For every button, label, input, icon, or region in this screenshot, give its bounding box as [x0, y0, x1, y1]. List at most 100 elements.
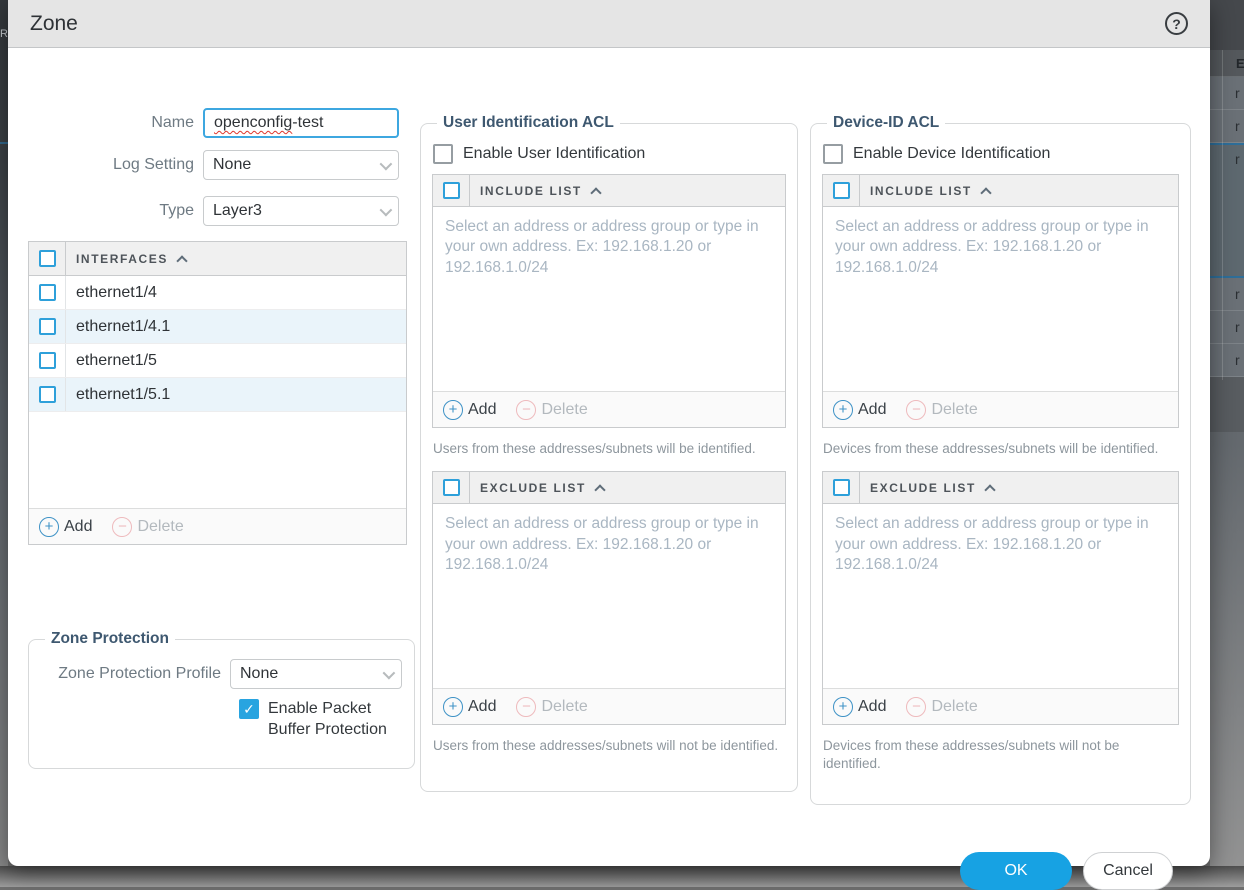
cancel-button[interactable]: Cancel — [1083, 852, 1173, 890]
device-id-acl-section: Device-ID ACL Enable Device Identificati… — [810, 114, 1191, 805]
user-identification-acl-section: User Identification ACL Enable User Iden… — [420, 114, 798, 792]
device-include-note: Devices from these addresses/subnets wil… — [823, 441, 1159, 456]
log-setting-select[interactable]: None — [203, 150, 399, 180]
background-bottom-fragment — [0, 866, 1244, 887]
background-left-fragment: RT — [0, 0, 8, 887]
name-input[interactable]: openconfig-test — [203, 108, 399, 138]
include-list-placeholder[interactable]: Select an address or address group or ty… — [835, 218, 1149, 276]
packet-buffer-protection-label: Enable Packet Buffer Protection — [268, 700, 387, 738]
table-row[interactable]: ethernet1/4.1 — [29, 310, 406, 344]
add-button[interactable]: + Add — [443, 399, 496, 420]
delete-button[interactable]: − Delete — [516, 399, 588, 420]
type-value: Layer3 — [213, 202, 262, 219]
checkmark-icon: ✓ — [243, 700, 255, 717]
device-acl-legend: Device-ID ACL — [833, 114, 940, 131]
table-row[interactable]: ethernet1/5 — [29, 344, 406, 378]
background-table-row: r — [1210, 344, 1244, 377]
sort-ascending-icon[interactable] — [984, 484, 996, 496]
type-row: Type Layer3 — [8, 196, 408, 226]
background-table-top — [1210, 0, 1244, 50]
interfaces-table-header: INTERFACES — [29, 242, 406, 276]
include-list-header: INCLUDE LIST — [480, 183, 582, 198]
user-include-note: Users from these addresses/subnets will … — [433, 441, 756, 456]
table-row[interactable]: ethernet1/4 — [29, 276, 406, 310]
add-icon: + — [833, 696, 853, 717]
background-left-text: RT — [0, 28, 8, 40]
background-left-divider — [0, 142, 8, 144]
interface-row-checkbox[interactable] — [38, 352, 56, 369]
ok-button[interactable]: OK — [960, 852, 1072, 890]
background-table-row: r — [1210, 278, 1244, 311]
type-label: Type — [159, 202, 194, 219]
zone-dialog: Zone ? Name openconfig-test Log Setting … — [8, 0, 1210, 890]
exclude-list-placeholder[interactable]: Select an address or address group or ty… — [445, 515, 759, 574]
delete-icon: − — [906, 696, 927, 717]
interface-name: ethernet1/4.1 — [76, 317, 171, 335]
background-table-fragment: E r r r r r r — [1210, 0, 1244, 887]
chevron-down-icon — [379, 203, 393, 216]
dialog-body: Name openconfig-test Log Setting None Ty… — [8, 48, 1210, 890]
user-include-list-table: INCLUDE LIST Select an address or addres… — [432, 174, 786, 428]
sort-ascending-icon[interactable] — [980, 186, 992, 199]
delete-button[interactable]: − Delete — [516, 696, 588, 717]
chevron-down-icon — [379, 157, 393, 170]
interfaces-column-header: INTERFACES — [76, 251, 169, 266]
dialog-title: Zone — [30, 11, 78, 35]
delete-interface-button[interactable]: − Delete — [112, 516, 184, 537]
add-button[interactable]: + Add — [833, 696, 886, 717]
enable-user-identification-checkbox[interactable] — [433, 144, 453, 164]
name-value-misspelled: openconfig — [214, 114, 293, 131]
delete-icon: − — [516, 399, 537, 420]
user-exclude-note: Users from these addresses/subnets will … — [433, 738, 779, 754]
device-exclude-note: Devices from these addresses/subnets wil… — [823, 738, 1120, 772]
enable-device-identification-checkbox[interactable] — [823, 144, 843, 164]
add-icon: + — [833, 399, 853, 420]
exclude-list-placeholder[interactable]: Select an address or address group or ty… — [835, 515, 1149, 574]
interface-row-checkbox[interactable] — [38, 318, 56, 335]
device-include-list-table: INCLUDE LIST Select an address or addres… — [822, 174, 1179, 428]
delete-icon: − — [516, 696, 537, 717]
delete-icon: − — [112, 516, 133, 537]
table-row[interactable]: ethernet1/5.1 — [29, 378, 406, 412]
dialog-header: Zone ? — [8, 0, 1210, 48]
background-table-row: r — [1210, 77, 1244, 110]
select-all-interfaces-checkbox[interactable] — [38, 250, 56, 267]
zone-protection-section: Zone Protection Zone Protection Profile … — [28, 630, 415, 769]
interfaces-table: INTERFACES ethernet1/4 ethernet1/4.1 eth… — [28, 241, 407, 545]
log-setting-label: Log Setting — [113, 156, 194, 173]
zone-protection-profile-value: None — [240, 665, 279, 682]
select-all-checkbox[interactable] — [442, 182, 460, 199]
sort-ascending-icon[interactable] — [594, 484, 606, 496]
enable-device-identification-label: Enable Device Identification — [853, 145, 1051, 162]
add-interface-button[interactable]: + Add — [39, 516, 92, 537]
interface-name: ethernet1/4 — [76, 283, 157, 301]
add-icon: + — [39, 516, 59, 537]
type-select[interactable]: Layer3 — [203, 196, 399, 226]
add-icon: + — [443, 696, 463, 717]
add-button[interactable]: + Add — [443, 696, 496, 717]
select-all-checkbox[interactable] — [442, 479, 460, 497]
background-table-selected-row: r — [1210, 143, 1244, 278]
select-all-checkbox[interactable] — [832, 182, 850, 199]
background-table-column-divider — [1222, 50, 1223, 380]
help-icon[interactable]: ? — [1165, 12, 1188, 35]
background-table-row: r — [1210, 110, 1244, 143]
add-button[interactable]: + Add — [833, 399, 886, 420]
zone-protection-profile-label: Zone Protection Profile — [58, 665, 221, 682]
include-list-header: INCLUDE LIST — [870, 183, 972, 198]
packet-buffer-protection-checkbox[interactable]: ✓ — [239, 699, 259, 719]
delete-button[interactable]: − Delete — [906, 696, 978, 717]
exclude-list-header: EXCLUDE LIST — [870, 480, 976, 495]
user-acl-legend: User Identification ACL — [443, 114, 614, 131]
select-all-checkbox[interactable] — [832, 479, 850, 497]
interface-row-checkbox[interactable] — [38, 386, 56, 403]
interface-row-checkbox[interactable] — [38, 284, 56, 301]
delete-button[interactable]: − Delete — [906, 399, 978, 420]
include-list-placeholder[interactable]: Select an address or address group or ty… — [445, 218, 759, 276]
background-table-header: E — [1210, 50, 1244, 77]
background-table-gap — [1210, 377, 1244, 432]
sort-ascending-icon[interactable] — [176, 254, 188, 267]
zone-protection-profile-select[interactable]: None — [230, 659, 402, 689]
add-icon: + — [443, 399, 463, 420]
sort-ascending-icon[interactable] — [590, 186, 602, 199]
